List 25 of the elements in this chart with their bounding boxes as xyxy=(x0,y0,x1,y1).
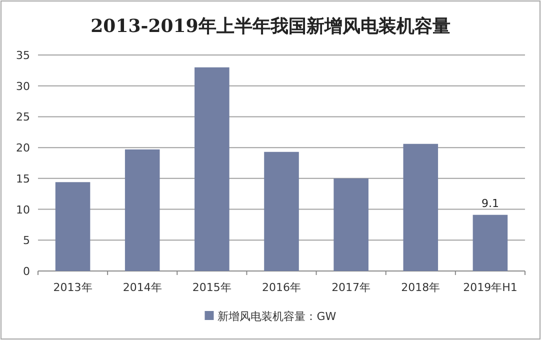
data-label: 9.1 xyxy=(481,196,499,210)
y-tick-label: 20 xyxy=(16,142,30,155)
x-tick-label: 2013年 xyxy=(53,281,92,294)
x-tick-label: 2018年 xyxy=(401,281,440,294)
y-tick-label: 15 xyxy=(16,172,30,186)
y-tick-label: 30 xyxy=(16,80,30,93)
y-tick-label: 25 xyxy=(16,110,30,124)
y-tick-label: 5 xyxy=(23,234,30,248)
x-tick-label: 2015年 xyxy=(192,281,232,294)
legend-label: 新增风电装机容量：GW xyxy=(218,310,336,323)
x-tick-label: 2016年 xyxy=(262,281,301,294)
x-tick-label: 2014年 xyxy=(122,281,162,294)
bar xyxy=(334,178,368,271)
y-tick-label: 10 xyxy=(16,203,30,216)
y-tick-label: 35 xyxy=(16,49,30,62)
x-tick-label: 2019年H1 xyxy=(463,281,518,294)
bar xyxy=(124,149,160,271)
chart-title: 2013-2019年上半年我国新增风电装机容量 xyxy=(90,16,450,37)
bar xyxy=(472,214,508,271)
bar xyxy=(403,144,438,271)
bar xyxy=(194,67,230,271)
bar xyxy=(264,152,299,271)
bar xyxy=(55,182,90,271)
y-tick-label: 0 xyxy=(23,265,30,278)
x-tick-label: 2017年 xyxy=(332,281,371,294)
